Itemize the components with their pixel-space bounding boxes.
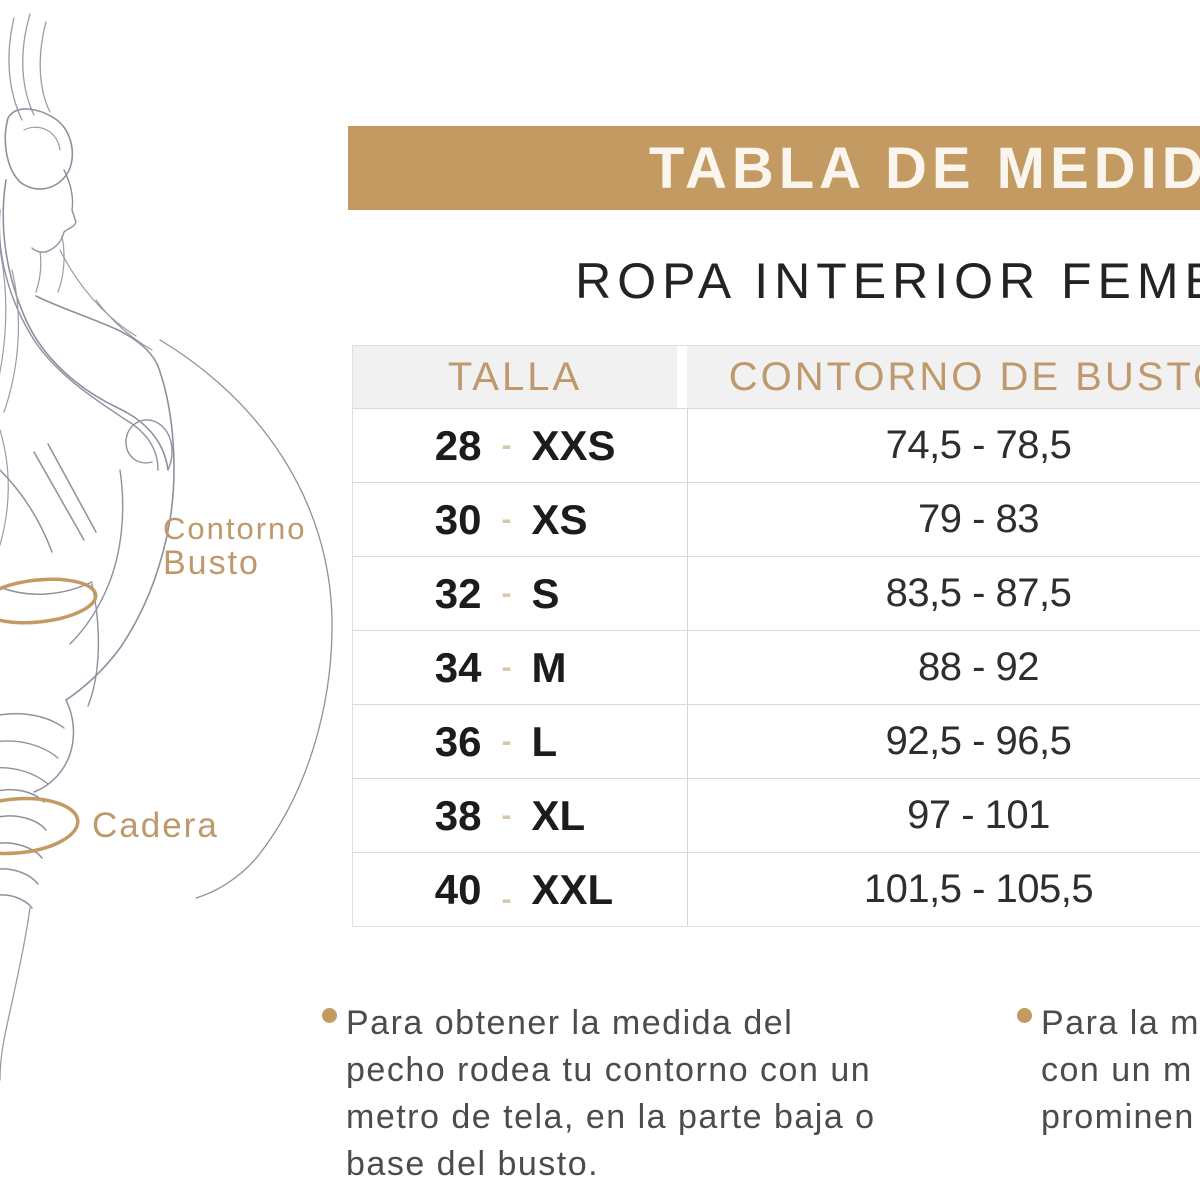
page-subtitle: ROPA INTERIOR FEMENINO [575,253,1200,309]
size-dash: - [501,502,512,536]
measuring-tape-ellipses [0,577,98,856]
table-row: 30 - XS 79 - 83 [353,482,1200,556]
size-letter: XXL [531,865,614,913]
size-letter: XS [531,495,588,543]
size-number: 34 [434,643,482,691]
size-dash: - [501,724,512,758]
table-row: 38 - XL 97 - 101 [353,778,1200,852]
note-line: metro de tela, en la parte baja o [346,1098,876,1136]
note-line: Para obtener la medida del [346,1004,794,1042]
table-row: 34 - M 88 - 92 [353,630,1200,704]
bust-range-cell: 88 - 92 [687,631,1200,704]
table-row: 40 - XXL 101,5 - 105,5 [353,852,1200,926]
size-number: 38 [434,791,482,839]
note-line: pecho rodea tu contorno con un [346,1051,872,1089]
note-bust-measure: Para obtener la medida del pecho rodea t… [346,1000,876,1188]
size-dash: - [501,882,512,916]
bust-contour-label: Contorno Busto [163,511,307,582]
size-letter: XL [531,791,586,839]
bust-range-cell: 92,5 - 96,5 [687,705,1200,778]
size-cell: 34 - M [353,644,687,692]
bust-range-cell: 74,5 - 78,5 [687,409,1200,482]
size-number: 32 [434,569,482,617]
face-sketch [31,169,77,293]
hand-sketch [0,699,75,793]
bullet-icon [1017,1008,1032,1023]
size-dash: - [501,576,512,610]
title-bar: TABLA DE MEDIDAS [348,126,1200,210]
hip-ruffle-sketch [0,788,47,1081]
hip-label: Cadera [92,806,219,845]
column-header-talla: TALLA [353,346,677,408]
note-line: base del busto. [346,1145,600,1183]
bust-tape-ellipse [0,577,98,625]
note-hip-measure: Para la m con un m prominen [1041,1000,1200,1141]
size-cell: 30 - XS [353,496,687,544]
size-dash: - [501,798,512,832]
note-line: prominen [1041,1098,1195,1136]
size-letter: XXS [531,421,616,469]
size-number: 40 [434,865,482,913]
table-row: 32 - S 83,5 - 87,5 [353,556,1200,630]
size-number: 36 [434,717,482,765]
bust-range-cell: 97 - 101 [687,779,1200,852]
size-table: TALLA CONTORNO DE BUSTO 28 - XXS 74,5 - … [352,345,1200,927]
bust-range-cell: 79 - 83 [687,483,1200,556]
table-row: 36 - L 92,5 - 96,5 [353,704,1200,778]
size-letter: M [531,643,567,691]
size-letter: L [531,717,558,765]
hip-tape-ellipse [0,796,80,856]
size-letter: S [531,569,560,617]
bust-contour-label-line1: Contorno [163,511,307,546]
body-sketch [0,295,333,899]
hair-sketch [0,13,173,546]
bullet-icon [322,1008,337,1023]
bust-range-cell: 83,5 - 87,5 [687,557,1200,630]
bust-range-cell: 101,5 - 105,5 [687,853,1200,926]
size-number: 30 [434,495,482,543]
note-line: Para la m [1041,1004,1200,1042]
size-cell: 36 - L [353,718,687,766]
page-title: TABLA DE MEDIDAS [648,135,1200,201]
size-number: 28 [434,421,482,469]
table-header-row: TALLA CONTORNO DE BUSTO [353,346,1200,408]
table-row: 28 - XXS 74,5 - 78,5 [353,408,1200,482]
size-cell: 32 - S [353,570,687,618]
size-cell: 28 - XXS [353,422,687,470]
size-dash: - [501,428,512,462]
woman-sketch-illustration [0,13,333,1081]
size-dash: - [501,650,512,684]
column-header-contorno-busto: CONTORNO DE BUSTO [687,346,1200,408]
note-line: con un m [1041,1051,1193,1089]
size-cell: 38 - XL [353,792,687,840]
bust-contour-label-line2: Busto [163,544,260,582]
size-cell: 40 - XXL [353,865,687,916]
